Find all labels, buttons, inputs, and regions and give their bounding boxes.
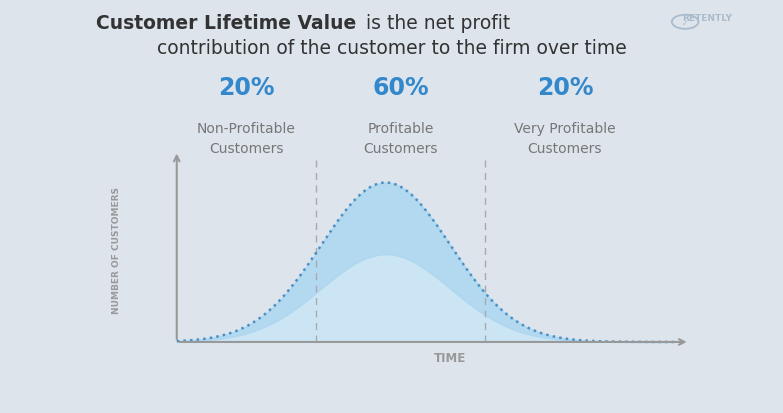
Text: Non-Profitable
Customers: Non-Profitable Customers (197, 122, 296, 155)
Text: TIME: TIME (434, 351, 466, 364)
Text: RETENTLY: RETENTLY (682, 14, 732, 24)
Text: is the net profit: is the net profit (360, 14, 511, 33)
Text: Customer Lifetime Value: Customer Lifetime Value (96, 14, 356, 33)
Text: NUMBER OF CUSTOMERS: NUMBER OF CUSTOMERS (112, 187, 121, 313)
Text: 20%: 20% (218, 76, 275, 100)
Text: 60%: 60% (373, 76, 429, 100)
Text: Profitable
Customers: Profitable Customers (363, 122, 438, 155)
Text: contribution of the customer to the firm over time: contribution of the customer to the firm… (157, 39, 626, 58)
Text: Very Profitable
Customers: Very Profitable Customers (514, 122, 615, 155)
Text: 20%: 20% (536, 76, 594, 100)
Text: ✓: ✓ (682, 19, 688, 28)
